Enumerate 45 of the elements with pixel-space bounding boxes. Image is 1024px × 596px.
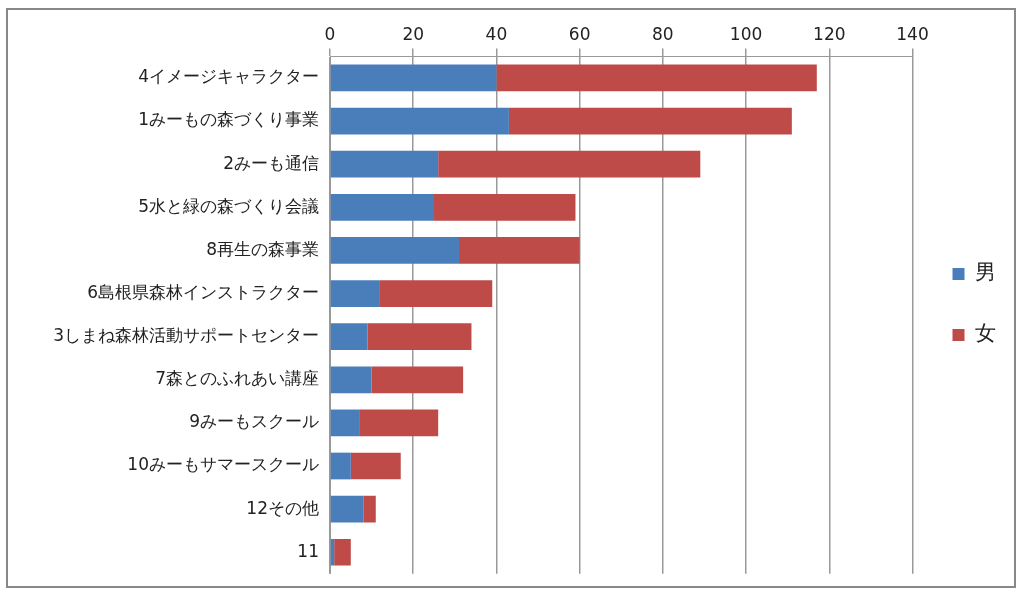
legend-label: 男 bbox=[975, 260, 996, 285]
bar bbox=[371, 366, 464, 394]
y-tick-label: 8再生の森事業 bbox=[206, 238, 319, 259]
x-tick-label: 80 bbox=[652, 23, 674, 44]
bar bbox=[363, 495, 376, 523]
bar bbox=[330, 495, 364, 523]
x-tick-label: 120 bbox=[813, 23, 846, 44]
bar bbox=[330, 193, 435, 221]
bar bbox=[330, 107, 509, 135]
y-tick-label: 11 bbox=[297, 540, 319, 561]
bar bbox=[359, 409, 439, 437]
y-tick-label: 1みーもの森づくり事業 bbox=[138, 109, 319, 130]
bar bbox=[367, 323, 472, 351]
x-tick-label: 20 bbox=[402, 23, 425, 44]
bar bbox=[350, 452, 401, 480]
y-tick-label: 2みーも通信 bbox=[223, 152, 319, 173]
bar bbox=[330, 409, 360, 437]
bar bbox=[334, 538, 351, 566]
y-tick-label: 12その他 bbox=[246, 497, 319, 518]
bar bbox=[330, 323, 368, 351]
x-tick-label: 140 bbox=[896, 23, 929, 44]
bar bbox=[330, 280, 380, 307]
bar bbox=[496, 64, 817, 92]
bar bbox=[458, 237, 580, 264]
legend-label: 女 bbox=[975, 321, 996, 346]
y-tick-label: 6島根県森林インストラクター bbox=[87, 281, 319, 302]
bar bbox=[438, 150, 701, 178]
y-tick-label: 10みーもサマースクール bbox=[127, 454, 319, 475]
x-tick-label: 40 bbox=[485, 23, 508, 44]
bar bbox=[330, 237, 459, 264]
bar bbox=[330, 366, 372, 394]
bar bbox=[330, 452, 351, 480]
y-tick-label: 4イメージキャラクター bbox=[138, 66, 319, 87]
bar bbox=[330, 64, 497, 92]
y-tick-label: 9みーもスクール bbox=[189, 411, 319, 432]
bar bbox=[434, 193, 576, 221]
bar bbox=[330, 150, 439, 178]
y-tick-label: 7森とのふれあい講座 bbox=[155, 368, 319, 389]
y-tick-label: 3しまね森林活動サポートセンター bbox=[53, 325, 319, 346]
x-tick-label: 0 bbox=[324, 23, 336, 44]
bar bbox=[508, 107, 792, 135]
x-tick-label: 60 bbox=[568, 23, 591, 44]
x-tick-label: 100 bbox=[729, 23, 763, 44]
y-tick-label: 5水と緑の森づくり会議 bbox=[138, 195, 319, 216]
bar bbox=[379, 280, 493, 307]
